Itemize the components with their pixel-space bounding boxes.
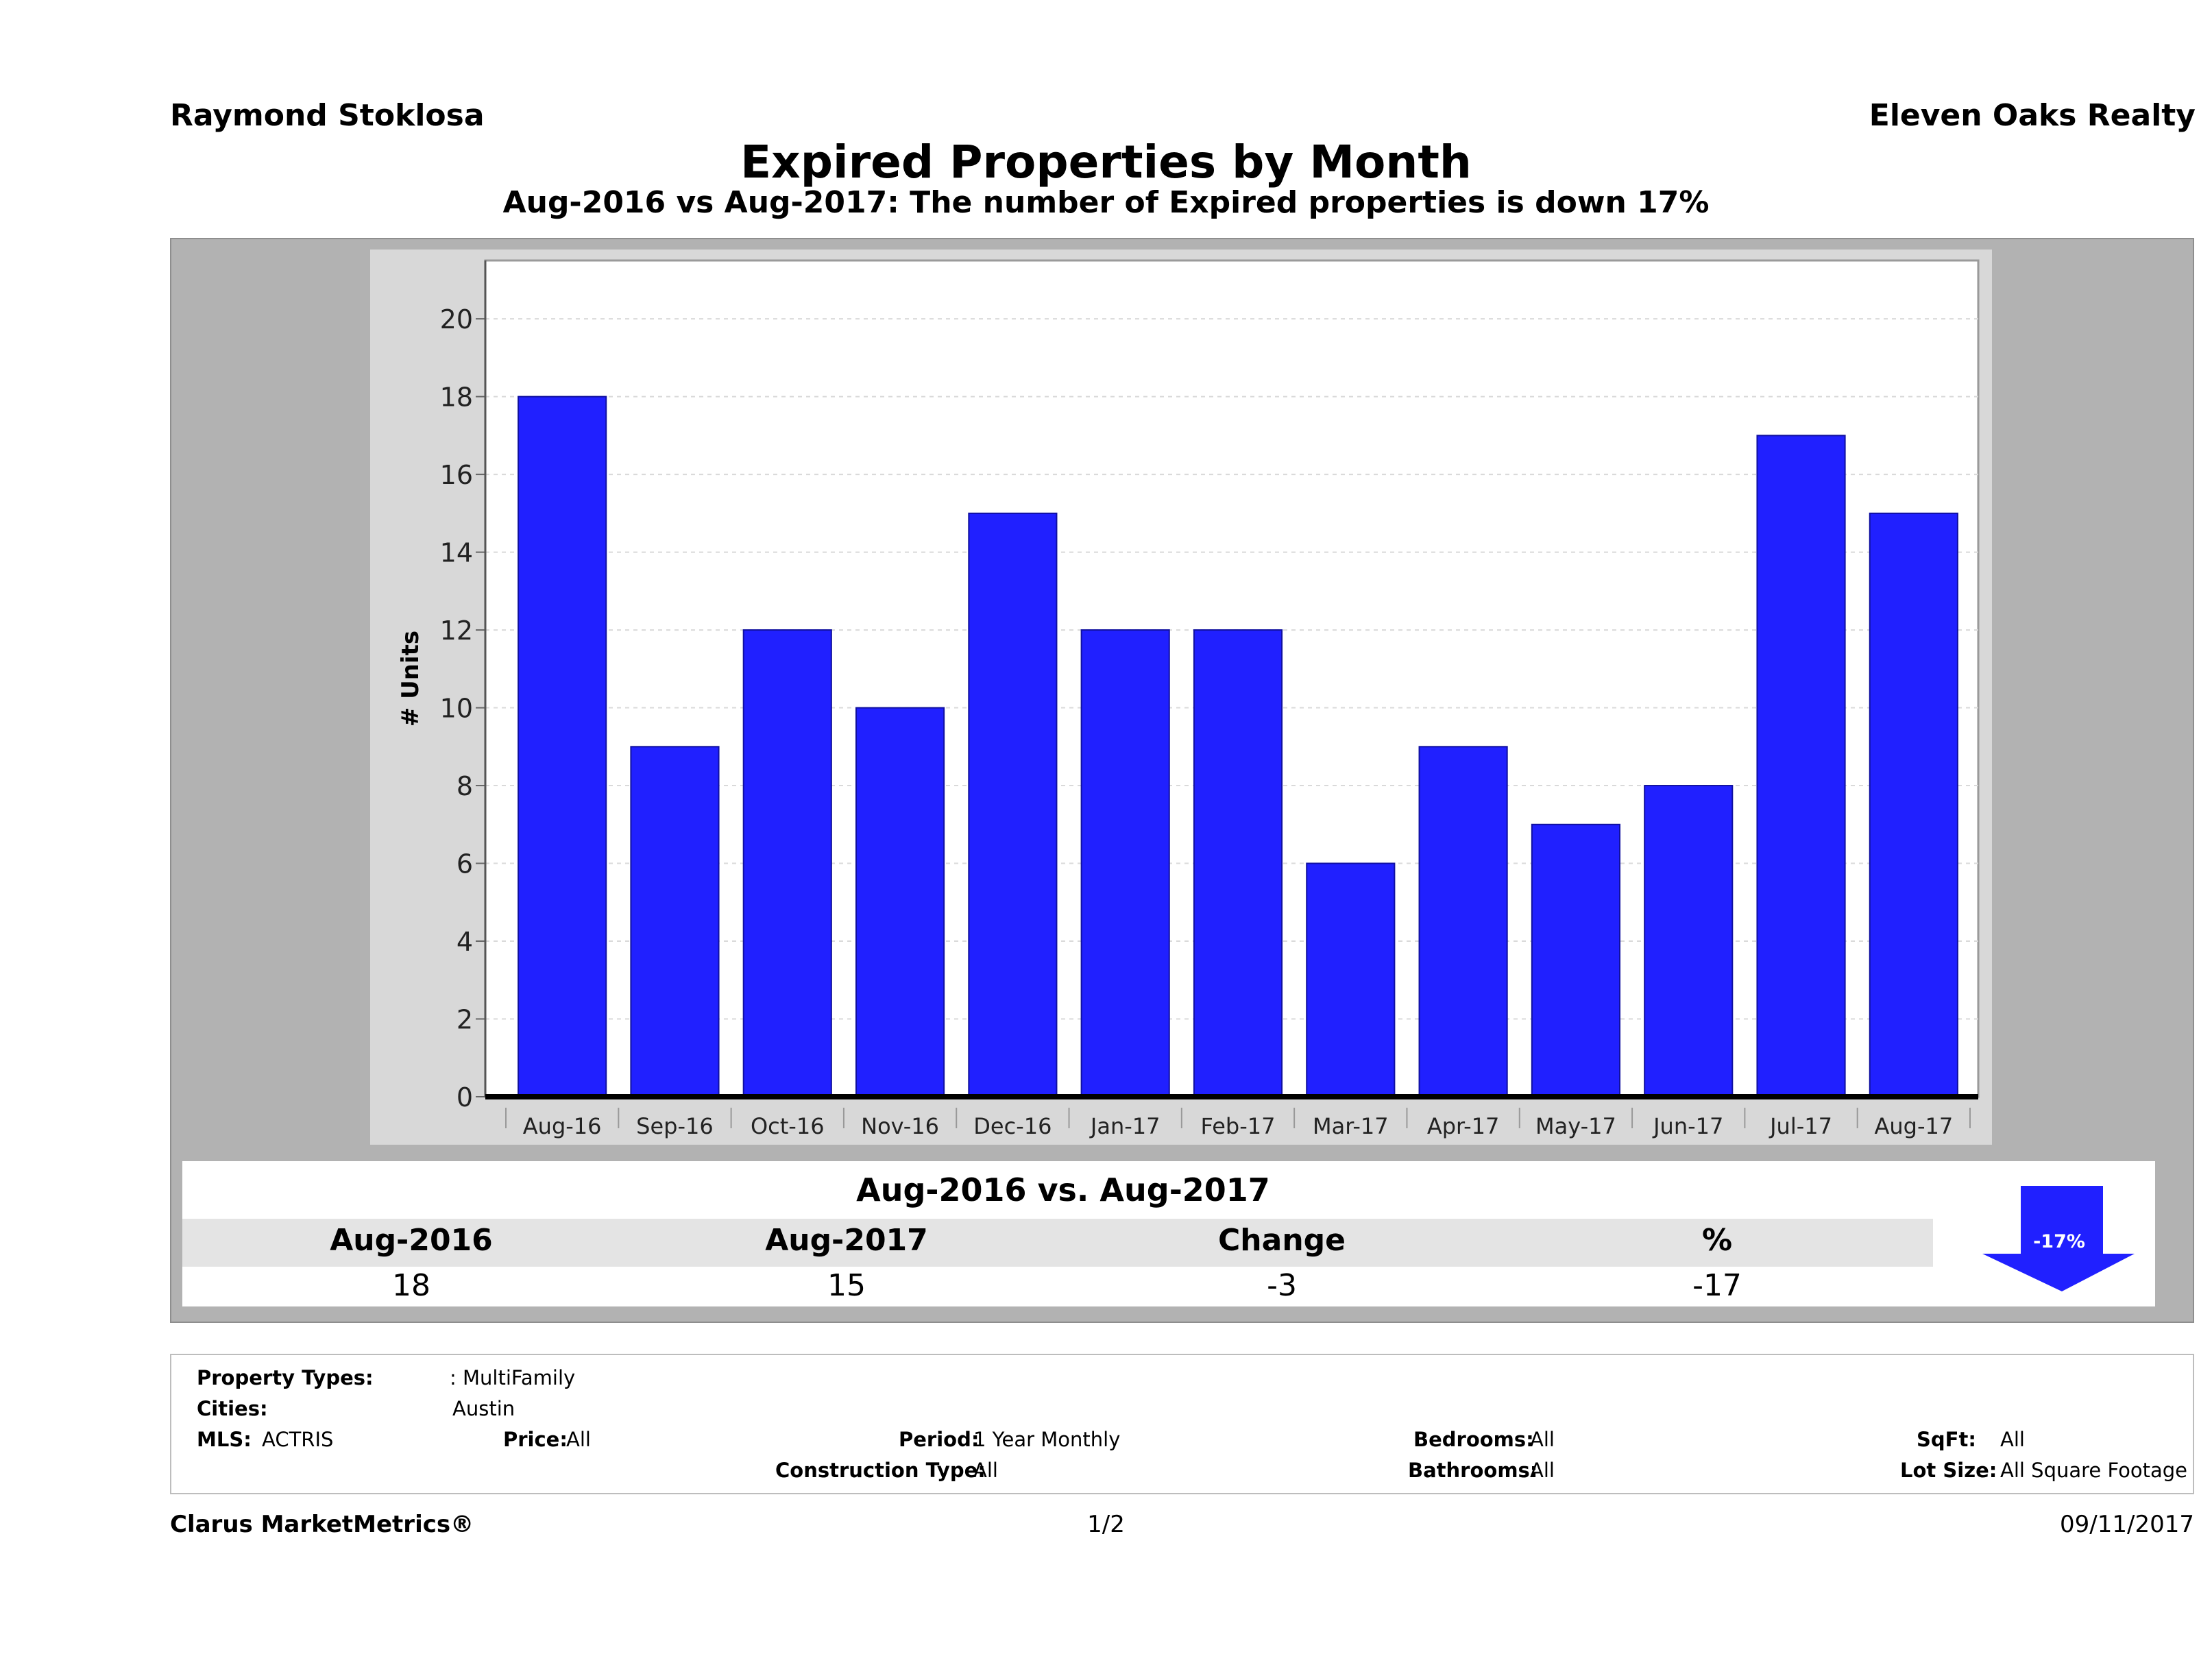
bar (1193, 629, 1283, 1097)
summary-header-aug2017: Aug-2017 (765, 1223, 928, 1258)
summary-header-percent: % (1701, 1223, 1733, 1258)
x-tick-label: Jun-17 (1652, 1113, 1723, 1139)
bar (1756, 435, 1846, 1098)
summary-header-aug2016: Aug-2016 (330, 1223, 493, 1258)
y-axis-label: # Units (397, 631, 424, 727)
filter-cities-label: Cities: (197, 1397, 268, 1420)
filter-price-label: Price: (503, 1428, 568, 1451)
y-tick-label: 10 (440, 694, 473, 724)
x-tick-label: Oct-16 (751, 1113, 825, 1139)
y-tick-label: 2 (457, 1005, 473, 1035)
filter-bathrooms-label: Bathrooms: (1408, 1459, 1538, 1482)
x-tick-label: Jul-17 (1769, 1113, 1832, 1139)
agent-name: Raymond Stoklosa (170, 98, 485, 133)
summary-value-aug2017: 15 (827, 1268, 866, 1303)
filter-sqft-label: SqFt: (1917, 1428, 1976, 1451)
filter-price-value: All (566, 1428, 591, 1451)
y-tick-label: 8 (457, 771, 473, 801)
filter-period-label: Period: (899, 1428, 980, 1451)
x-tick-label: Jan-17 (1089, 1113, 1160, 1139)
summary-value-change: -3 (1267, 1268, 1297, 1303)
filter-lotsize-label: Lot Size: (1900, 1459, 1997, 1482)
bar-chart: 0 2 4 6 8 10 12 14 16 18 20 Aug-16 Sep-16 Oct-16 Nov-1… (397, 259, 1980, 1139)
bar (1418, 746, 1508, 1097)
bar (1531, 823, 1621, 1097)
arrow-percent-label: -17% (2033, 1231, 2085, 1252)
y-tick-label: 18 (440, 382, 473, 413)
x-tick-label: Aug-17 (1874, 1113, 1953, 1139)
bar (518, 396, 607, 1097)
filter-construction-value: All (973, 1459, 998, 1482)
summary-header-change: Change (1218, 1223, 1346, 1258)
y-tick-label: 0 (457, 1082, 473, 1112)
chart-title: Expired Properties by Month (740, 136, 1472, 189)
x-tick-label: Dec-16 (973, 1113, 1052, 1139)
y-tick-label: 20 (440, 304, 473, 335)
y-tick-label: 16 (440, 460, 473, 490)
change-indicator-box: -17% (1966, 1174, 2148, 1304)
filter-mls-label: MLS: (197, 1428, 252, 1451)
x-tick-label: Feb-17 (1201, 1113, 1276, 1139)
x-tick-label: Sep-16 (636, 1113, 714, 1139)
filter-sqft-value: All (2000, 1428, 2025, 1451)
filter-construction-label: Construction Type: (775, 1459, 986, 1482)
bar (1644, 785, 1734, 1097)
filter-mls-value: ACTRIS (262, 1428, 334, 1451)
summary-title: Aug-2016 vs. Aug-2017 (193, 1168, 1933, 1212)
x-tick-label: Aug-16 (523, 1113, 602, 1139)
x-tick-label: May-17 (1535, 1113, 1616, 1139)
y-tick-label: 14 (440, 538, 473, 568)
bar (968, 512, 1058, 1097)
filter-period-value: 1 Year Monthly (973, 1428, 1121, 1451)
footer-page-number: 1/2 (1087, 1511, 1125, 1538)
filter-property-types-value: : MultiFamily (450, 1366, 576, 1389)
footer-date: 09/11/2017 (2060, 1511, 2194, 1538)
filter-criteria-panel (170, 1354, 2194, 1494)
filter-bedrooms-value: All (1530, 1428, 1555, 1451)
y-tick-label: 4 (457, 927, 473, 957)
filter-lotsize-value: All Square Footage (2000, 1459, 2188, 1482)
x-tick-label: Nov-16 (861, 1113, 939, 1139)
summary-value-row (193, 1267, 1933, 1306)
broker-name: Eleven Oaks Realty (1869, 98, 2196, 133)
filter-bedrooms-label: Bedrooms: (1413, 1428, 1534, 1451)
summary-value-aug2016: 18 (392, 1268, 430, 1303)
bar (742, 629, 832, 1097)
filter-cities-value: Austin (452, 1397, 515, 1420)
y-tick-label: 12 (440, 616, 473, 646)
bar (1869, 512, 1958, 1097)
bar (855, 707, 945, 1097)
down-arrow-icon (1982, 1186, 2135, 1291)
x-tick-label: Apr-17 (1427, 1113, 1500, 1139)
bar (1306, 862, 1396, 1098)
summary-header-row (182, 1219, 1933, 1267)
summary-value-percent: -17 (1692, 1268, 1742, 1303)
filter-bathrooms-value: All (1530, 1459, 1555, 1482)
x-tick-label: Mar-17 (1313, 1113, 1389, 1139)
footer-brand: Clarus MarketMetrics® (170, 1511, 474, 1538)
bar (1080, 629, 1170, 1097)
bar (630, 746, 720, 1097)
chart-subtitle: Aug-2016 vs Aug-2017: The number of Expi… (502, 185, 1710, 220)
filter-property-types-label: Property Types: (197, 1366, 374, 1389)
y-tick-label: 6 (457, 849, 473, 879)
